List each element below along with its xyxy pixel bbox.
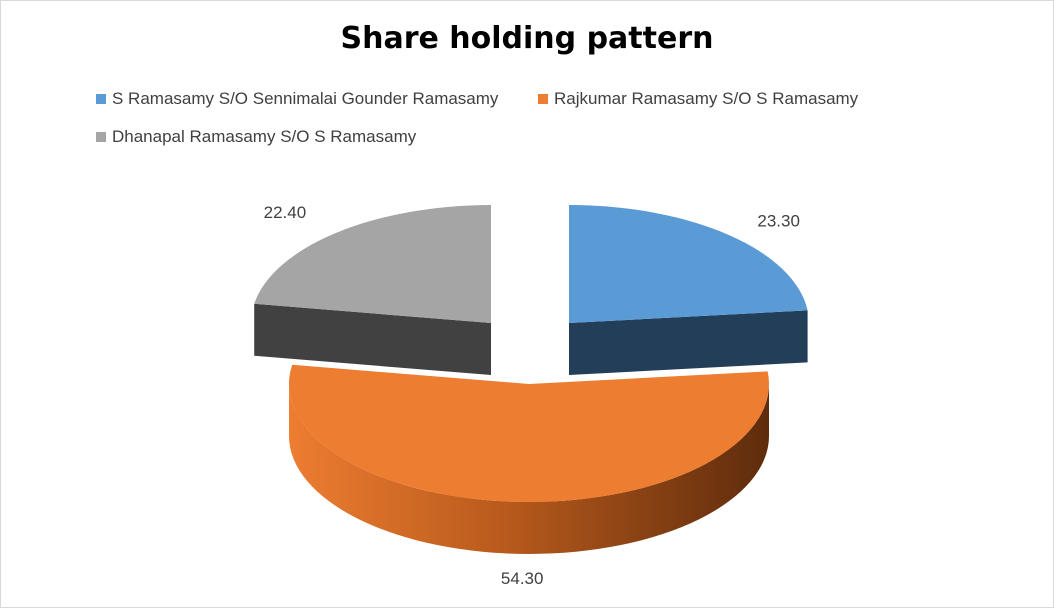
legend: S Ramasamy S/O Sennimalai Gounder Ramasa… [1,1,1053,161]
data-label: 22.40 [264,203,307,222]
pie-slice-side [569,310,808,375]
legend-label: Dhanapal Ramasamy S/O S Ramasamy [112,127,417,146]
legend-swatch [538,94,548,104]
legend-label: Rajkumar Ramasamy S/O S Ramasamy [554,89,859,108]
legend-label: S Ramasamy S/O Sennimalai Gounder Ramasa… [112,89,499,108]
legend-item: S Ramasamy S/O Sennimalai Gounder Ramasa… [96,89,498,109]
pie-slice [569,205,808,323]
pie-slice-side [289,384,769,554]
legend-item: Rajkumar Ramasamy S/O S Ramasamy [538,89,858,109]
pie-slice-side [254,303,491,375]
data-label: 54.30 [501,569,544,588]
pie-slice [254,205,491,323]
chart-title: Share holding pattern [340,21,714,56]
legend-swatch [96,132,106,142]
legend-swatch [96,94,106,104]
pie-slice [288,364,769,503]
data-label: 23.30 [757,211,800,230]
legend-item: Dhanapal Ramasamy S/O S Ramasamy [96,127,416,147]
